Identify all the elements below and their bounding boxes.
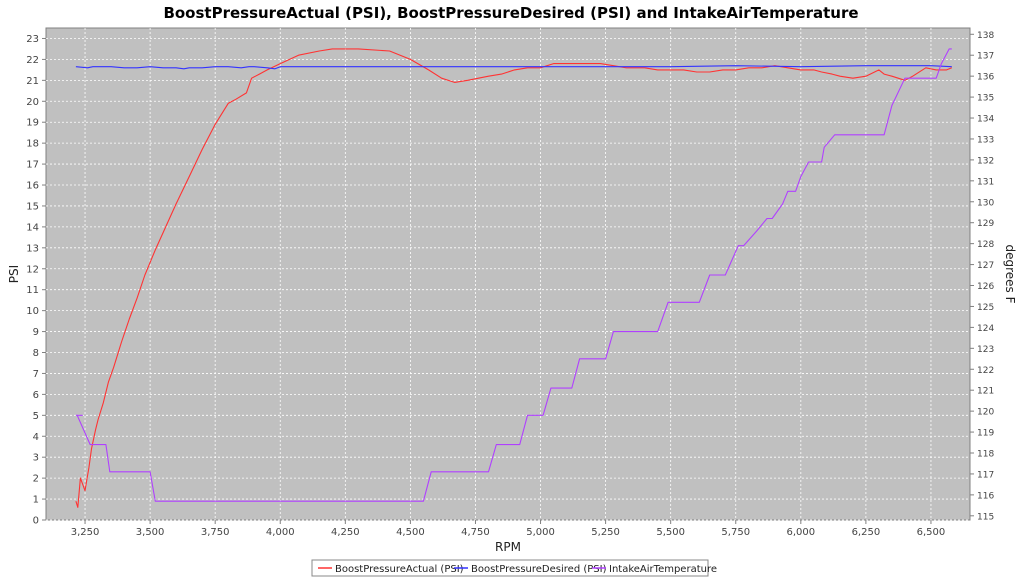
series-lines bbox=[75, 48, 953, 508]
y-tick-label: 17 bbox=[26, 160, 39, 171]
x-tick-label: 6,000 bbox=[786, 527, 815, 538]
y2-tick-label: 131 bbox=[977, 177, 994, 187]
x-tick-label: 3,750 bbox=[201, 527, 230, 538]
x-tick-label: 4,750 bbox=[461, 527, 490, 538]
y-tick-label: 7 bbox=[33, 369, 39, 380]
y-tick-label: 16 bbox=[26, 181, 39, 192]
y-tick-label: 18 bbox=[26, 139, 39, 150]
y2-tick-label: 117 bbox=[977, 470, 994, 480]
x-tick-label: 5,750 bbox=[721, 527, 750, 538]
y2-tick-label: 138 bbox=[977, 31, 994, 41]
y2-tick-label: 130 bbox=[977, 198, 994, 208]
y2-tick-label: 119 bbox=[977, 429, 994, 439]
y2-tick-label: 121 bbox=[977, 387, 994, 397]
x-tick-label: 5,250 bbox=[591, 527, 620, 538]
y-tick-label: 10 bbox=[26, 306, 39, 317]
y-tick-label: 12 bbox=[26, 264, 39, 275]
y-tick-label: 4 bbox=[33, 432, 39, 443]
y-tick-label: 13 bbox=[26, 243, 39, 254]
y-tick-label: 11 bbox=[26, 285, 39, 296]
y2-tick-label: 137 bbox=[977, 52, 994, 62]
x-tick-label: 3,500 bbox=[136, 527, 165, 538]
legend-box bbox=[311, 559, 709, 577]
y-axis-right: 115 116 117 118 119 120 121 122 123 124 125 126 127 1… bbox=[970, 31, 994, 522]
y2-tick-label: 133 bbox=[977, 135, 994, 145]
x-tick-label: 5,000 bbox=[526, 527, 555, 538]
x-axis: 3,250 3,500 3,750 4,000 4,250 4,500 4,750 5,000… bbox=[71, 520, 946, 538]
y2-tick-label: 132 bbox=[977, 156, 994, 166]
series-line-1 bbox=[75, 48, 953, 508]
y-tick-label: 22 bbox=[26, 55, 39, 66]
y-tick-label: 6 bbox=[33, 390, 39, 401]
y2-tick-label: 135 bbox=[977, 94, 994, 104]
y2-tick-label: 118 bbox=[977, 450, 994, 460]
x-tick-label: 4,000 bbox=[266, 527, 295, 538]
y2-tick-label: 134 bbox=[977, 115, 994, 125]
x-tick-label: 5,500 bbox=[656, 527, 685, 538]
x-tick-label: 3,250 bbox=[71, 527, 100, 538]
y2-tick-label: 116 bbox=[977, 491, 994, 501]
x-axis-label: RPM bbox=[495, 540, 521, 554]
y2-tick-label: 115 bbox=[977, 512, 994, 522]
y-tick-label: 23 bbox=[26, 34, 39, 45]
plot-area bbox=[45, 27, 971, 521]
y2-tick-label: 123 bbox=[977, 345, 994, 355]
y-tick-label: 9 bbox=[33, 327, 39, 338]
y-tick-label: 5 bbox=[33, 411, 39, 422]
y2-axis-label: degrees F bbox=[1003, 244, 1017, 303]
y2-tick-label: 129 bbox=[977, 219, 994, 229]
y2-tick-label: 120 bbox=[977, 408, 994, 418]
y-tick-label: 21 bbox=[26, 76, 39, 87]
y-tick-label: 14 bbox=[26, 222, 39, 233]
chart-title: BoostPressureActual (PSI), BoostPressure… bbox=[163, 4, 858, 22]
x-tick-label: 4,500 bbox=[396, 527, 425, 538]
x-tick-label: 4,250 bbox=[331, 527, 360, 538]
y2-tick-label: 128 bbox=[977, 240, 994, 250]
series-line-2 bbox=[75, 65, 952, 70]
y-tick-label: 3 bbox=[33, 453, 39, 464]
y2-tick-label: 126 bbox=[977, 282, 994, 292]
y-tick-label: 2 bbox=[33, 474, 39, 485]
y-tick-label: 0 bbox=[33, 516, 39, 527]
x-tick-label: 6,250 bbox=[852, 527, 881, 538]
y-tick-label: 20 bbox=[26, 97, 39, 108]
y-tick-label: 15 bbox=[26, 201, 39, 212]
y-axis-label: PSI bbox=[7, 265, 21, 283]
grid bbox=[46, 28, 970, 521]
x-tick-label: 6,500 bbox=[917, 527, 946, 538]
legend: BoostPressureActual (PSI) BoostPressureDe… bbox=[311, 559, 717, 577]
y-tick-label: 1 bbox=[33, 495, 39, 506]
y2-tick-label: 122 bbox=[977, 366, 994, 376]
legend-item-label: BoostPressureDesired (PSI) bbox=[471, 564, 607, 575]
series-line-3 bbox=[75, 48, 952, 502]
legend-item-label: BoostPressureActual (PSI) bbox=[335, 564, 464, 575]
y2-tick-label: 136 bbox=[977, 73, 994, 83]
y2-tick-label: 127 bbox=[977, 261, 994, 271]
y-tick-label: 19 bbox=[26, 118, 39, 129]
y2-tick-label: 125 bbox=[977, 303, 994, 313]
y-tick-label: 8 bbox=[33, 348, 39, 359]
legend-item-label: IntakeAirTemperature bbox=[609, 564, 717, 575]
y2-tick-label: 124 bbox=[977, 324, 994, 334]
